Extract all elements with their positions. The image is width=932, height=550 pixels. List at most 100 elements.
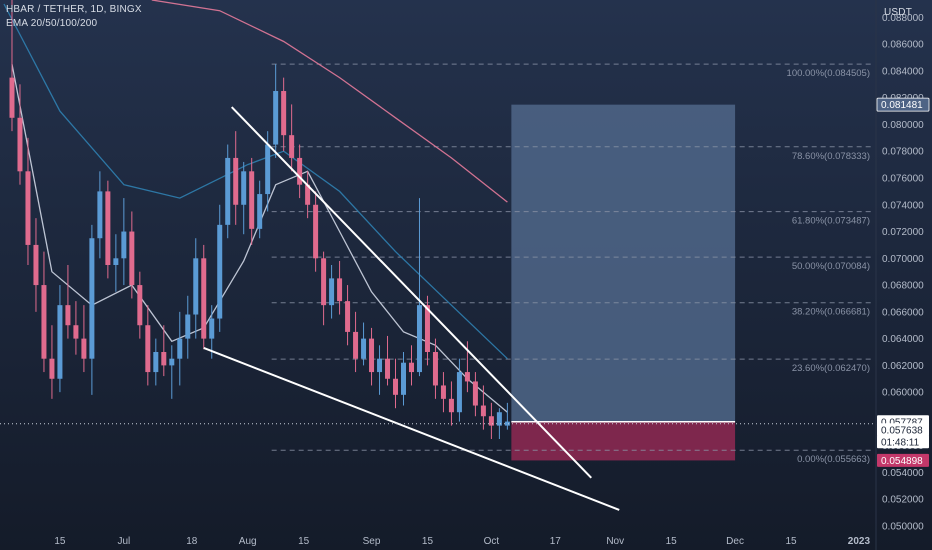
candle [137,271,143,339]
candle [329,265,335,319]
candle-body [65,305,71,326]
price-label-last: 0.057638 [877,423,929,437]
price-label-box [877,435,929,449]
candle [488,402,494,439]
candle [496,408,502,439]
price-label-text: 0.057638 [881,425,923,436]
candle-body [137,285,143,326]
candle-body [432,351,438,386]
candle [313,191,319,272]
candle [504,402,510,430]
candle-body [201,258,207,339]
price-label-box [877,453,929,467]
candle [217,204,223,332]
x-tick-label: Sep [363,536,381,547]
x-tick-label: 15 [785,536,797,547]
candle-body [153,351,159,373]
y-tick-label: 0.076000 [882,174,924,185]
candle-body [440,385,446,399]
fib-level-label: 23.60%(0.062470) [792,363,870,374]
candle [41,251,47,373]
candle [249,157,255,245]
candle-body [233,157,239,205]
y-tick-label: 0.070000 [882,254,924,265]
x-tick-label: 18 [186,536,198,547]
candle [480,385,486,430]
y-tick-label: 0.078000 [882,147,924,158]
y-tick-label: 0.080000 [882,120,924,131]
candle-body [345,301,351,332]
candle [185,295,191,359]
candle [337,260,343,315]
fib-level-label: 100.00%(0.084505) [787,68,870,79]
candle [369,327,375,386]
y-tick-label: 0.072000 [882,227,924,238]
fib-level-label: 0.00%(0.055663) [797,454,870,465]
candle [113,234,119,292]
candle [121,198,127,286]
candle [401,351,406,406]
candle-body [241,171,247,205]
candle-body [169,358,175,366]
indicator-legend: EMA 20/50/100/200 [6,18,98,29]
candle-body [456,372,462,413]
candle [440,372,446,413]
candle [153,338,159,386]
candle-body [209,318,215,339]
fib-level-label: 50.00%(0.070084) [792,261,870,272]
candle-body [161,351,167,366]
symbol-title: HBAR / TETHER, 1D, BINGX [6,4,142,15]
candle-body [496,412,502,426]
price-label-box [876,97,930,112]
x-tick-label: 15 [666,536,678,547]
candle-body [273,91,279,145]
candle-body [408,362,414,373]
y-tick-label: 0.086000 [882,40,924,51]
candle [201,244,207,350]
candle [472,372,478,417]
candle-body [321,258,327,306]
y-tick-label: 0.052000 [882,495,924,506]
price-label-stop: 0.054898 [877,453,929,467]
candle-body [217,224,223,319]
y-tick-label: 0.074000 [882,200,924,211]
candle-body [424,305,430,352]
x-tick-label: 15 [422,536,434,547]
candle [169,345,175,399]
candle [65,265,71,339]
candle [161,325,167,377]
candle [81,305,87,373]
candle-body [416,305,422,373]
candle-body [281,91,287,136]
candle-body [305,184,311,205]
candle [361,322,367,366]
candle [345,285,351,346]
ema-line [151,0,508,203]
candle-body [249,171,255,229]
candle [305,171,311,219]
candle-body [377,358,383,373]
candle-body [361,338,367,359]
price-label-text: 0.054898 [881,456,923,467]
candle [73,301,79,355]
candle-body [145,325,151,373]
candle [177,311,183,386]
x-tick-label: 15 [298,536,310,547]
candle [281,77,287,152]
candle-body [448,398,454,413]
candle-body [17,117,23,172]
fib-level-label: 78.60%(0.078333) [792,151,870,162]
candle [448,381,454,426]
candle-body [225,157,231,225]
y-tick-label: 0.062000 [882,361,924,372]
candle-body [73,325,79,339]
candle [416,198,422,377]
x-tick-label: Oct [484,536,500,547]
candle-body [257,194,263,229]
candle [97,171,103,259]
x-tick-label: 17 [550,536,562,547]
candle-body [129,231,135,286]
candle [289,104,295,172]
